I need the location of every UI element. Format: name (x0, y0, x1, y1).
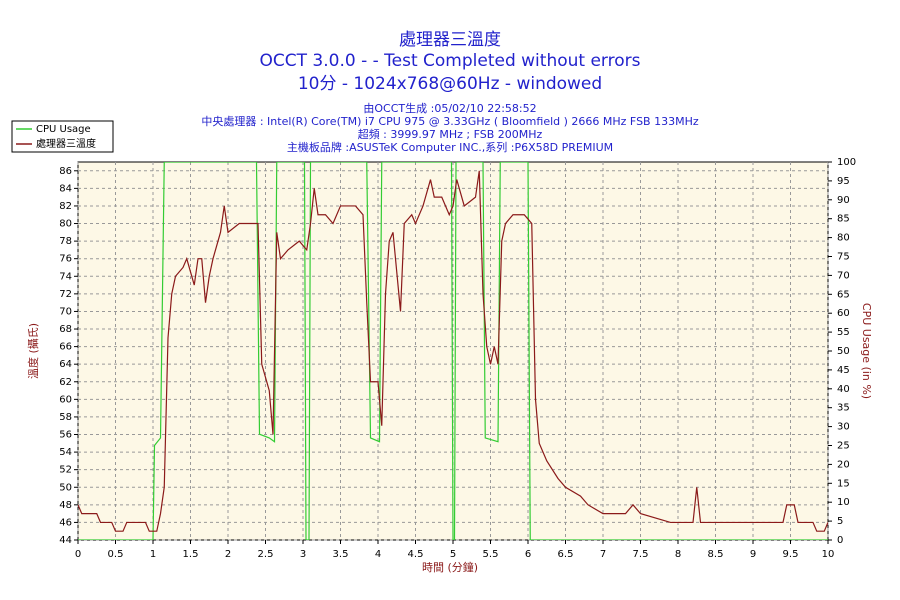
y2-tick-label: 70 (837, 270, 850, 281)
y-tick-label: 86 (59, 166, 72, 177)
y2-tick-label: 10 (837, 497, 850, 508)
x-tick-label: 7 (600, 549, 606, 560)
y2-tick-label: 5 (837, 516, 843, 527)
x-tick-label: 4.5 (408, 549, 424, 560)
y2-tick-label: 55 (837, 327, 850, 338)
x-tick-label: 8.5 (708, 549, 724, 560)
y2-tick-label: 20 (837, 459, 850, 470)
y-tick-label: 44 (59, 535, 72, 546)
y-tick-label: 82 (59, 201, 72, 212)
series-line (78, 170, 828, 532)
y2-tick-label: 25 (837, 441, 850, 452)
x-tick-label: 4 (375, 549, 381, 560)
legend-label: CPU Usage (36, 124, 91, 135)
y-tick-label: 68 (59, 324, 72, 335)
x-tick-label: 5.5 (483, 549, 499, 560)
y2-tick-label: 60 (837, 308, 850, 319)
y-tick-label: 74 (59, 271, 72, 282)
y-tick-label: 48 (59, 500, 72, 511)
y2-tick-label: 95 (837, 176, 850, 187)
x-axis-label: 時間 (分鐘) (422, 560, 478, 574)
x-tick-label: 7.5 (633, 549, 649, 560)
x-tick-label: 3 (300, 549, 306, 560)
y2-tick-label: 0 (837, 535, 843, 546)
info-line: 中央處理器 : Intel(R) Core(TM) i7 CPU 975 @ 3… (201, 114, 699, 128)
x-tick-label: 1.5 (183, 549, 199, 560)
y-tick-label: 78 (59, 236, 72, 247)
y2-tick-label: 85 (837, 214, 850, 225)
y-tick-label: 54 (59, 447, 72, 458)
chart-subtitle: OCCT 3.0.0 - - Test Completed without er… (260, 51, 641, 71)
y-tick-label: 60 (59, 394, 72, 405)
x-tick-label: 2 (225, 549, 231, 560)
chart-title: 處理器三溫度 (399, 30, 501, 50)
x-tick-label: 10 (822, 549, 835, 560)
info-line: 由OCCT生成 :05/02/10 22:58:52 (363, 101, 536, 115)
x-tick-label: 0 (75, 549, 81, 560)
y2-tick-label: 50 (837, 346, 850, 357)
y-tick-label: 80 (59, 219, 72, 230)
info-line: 主機板品牌 :ASUSTeK Computer INC.,系列 :P6X58D … (287, 140, 613, 154)
x-tick-label: 2.5 (258, 549, 274, 560)
y-tick-label: 46 (59, 517, 72, 528)
y-tick-label: 50 (59, 482, 72, 493)
y-tick-label: 76 (59, 254, 72, 265)
y2-tick-label: 15 (837, 478, 850, 489)
y2-axis-label: CPU Usage (in %) (860, 303, 873, 399)
x-tick-label: 9 (750, 549, 756, 560)
x-tick-label: 6.5 (558, 549, 574, 560)
y2-tick-label: 30 (837, 422, 850, 433)
y2-tick-label: 35 (837, 403, 850, 414)
y2-tick-label: 75 (837, 252, 850, 263)
legend-box (11, 120, 114, 153)
y-tick-label: 64 (59, 359, 72, 370)
y-tick-label: 66 (59, 342, 72, 353)
y-tick-label: 52 (59, 465, 72, 476)
x-tick-label: 0.5 (108, 549, 124, 560)
y-tick-label: 70 (59, 306, 72, 317)
x-tick-label: 3.5 (333, 549, 349, 560)
series-line (78, 162, 828, 540)
y-tick-label: 56 (59, 430, 72, 441)
chart-subtitle: 10分 - 1024x768@60Hz - windowed (298, 74, 602, 94)
info-line: 超頻 : 3999.97 MHz ; FSB 200MHz (358, 127, 543, 141)
y-tick-label: 62 (59, 377, 72, 388)
x-tick-label: 1 (150, 549, 156, 560)
x-tick-label: 5 (450, 549, 456, 560)
legend-label: 處理器三溫度 (36, 137, 96, 150)
y2-tick-label: 65 (837, 289, 850, 300)
legend: CPU Usage 處理器三溫度 (16, 124, 96, 150)
x-tick-label: 9.5 (783, 549, 799, 560)
y2-tick-label: 100 (837, 157, 856, 168)
y-tick-label: 84 (59, 183, 72, 194)
x-tick-label: 8 (675, 549, 681, 560)
y-tick-label: 58 (59, 412, 72, 423)
y-axis-label: 溫度 (攝氏) (26, 323, 40, 379)
plot-lines (78, 162, 828, 540)
x-tick-label: 6 (525, 549, 531, 560)
y-tick-label: 72 (59, 289, 72, 300)
y2-tick-label: 40 (837, 384, 850, 395)
y2-tick-label: 45 (837, 365, 850, 376)
y2-tick-label: 80 (837, 233, 850, 244)
y2-tick-label: 90 (837, 195, 850, 206)
